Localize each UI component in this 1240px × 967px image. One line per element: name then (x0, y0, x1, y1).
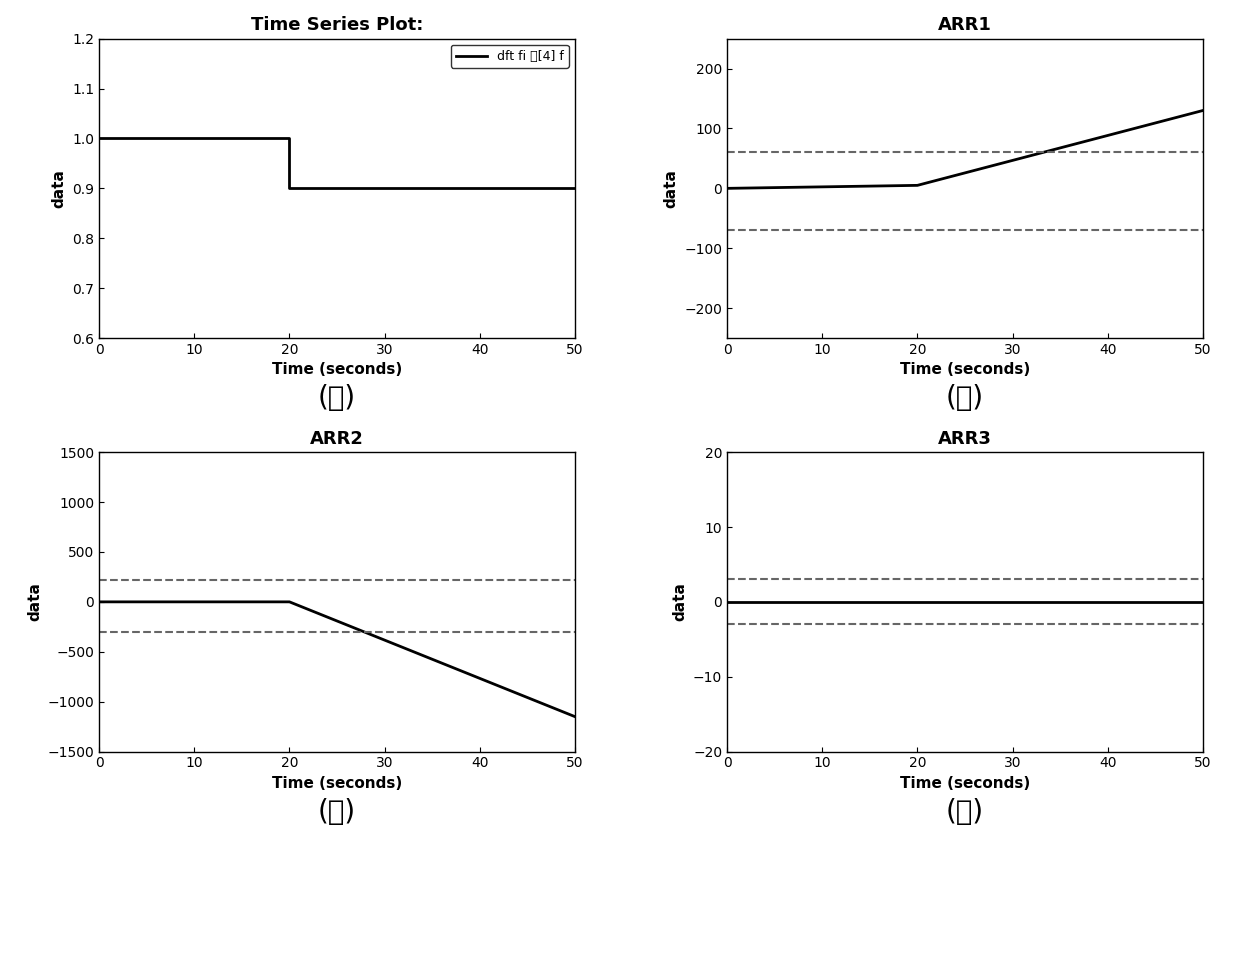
Text: (２): (２) (946, 385, 985, 413)
Text: (４): (４) (946, 798, 985, 826)
Legend: dft fi 第[4] f: dft fi 第[4] f (450, 44, 569, 68)
X-axis label: Time (seconds): Time (seconds) (900, 363, 1030, 377)
Title: ARR3: ARR3 (937, 430, 992, 448)
Text: (１): (１) (317, 385, 356, 413)
Y-axis label: data: data (663, 169, 678, 208)
Title: Time Series Plot:: Time Series Plot: (250, 16, 423, 35)
Y-axis label: data: data (672, 582, 687, 622)
X-axis label: Time (seconds): Time (seconds) (900, 776, 1030, 791)
Y-axis label: data: data (52, 169, 67, 208)
X-axis label: Time (seconds): Time (seconds) (272, 776, 402, 791)
X-axis label: Time (seconds): Time (seconds) (272, 363, 402, 377)
Y-axis label: data: data (27, 582, 42, 622)
Title: ARR2: ARR2 (310, 430, 365, 448)
Title: ARR1: ARR1 (937, 16, 992, 35)
Text: (３): (３) (317, 798, 356, 826)
